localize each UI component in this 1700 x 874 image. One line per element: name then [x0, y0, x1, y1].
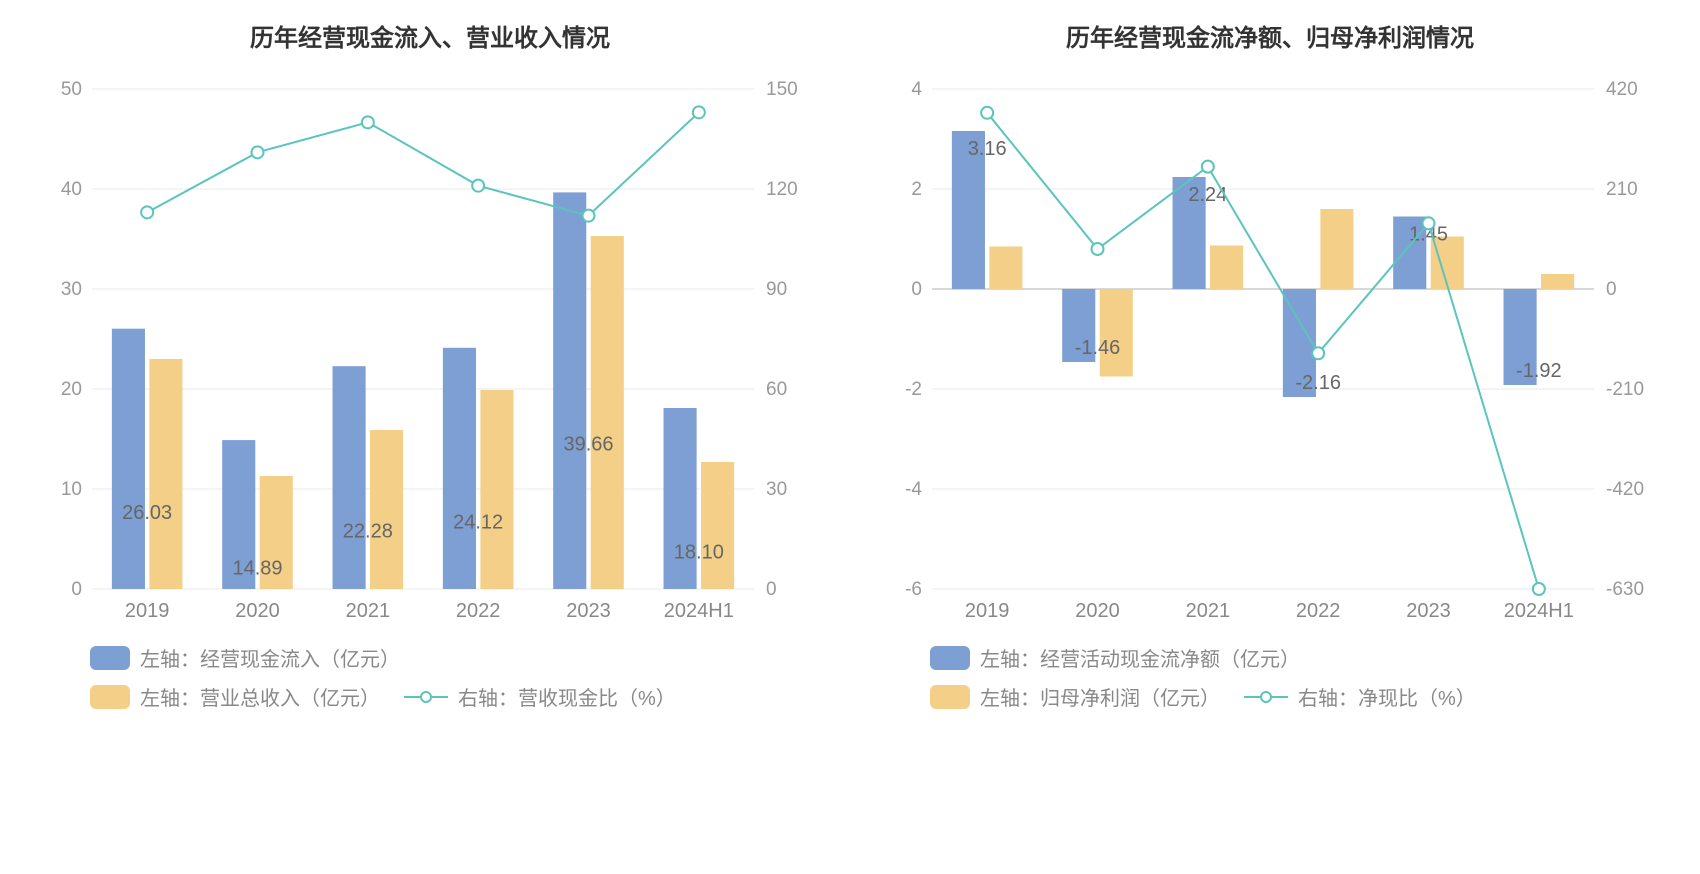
swatch-bar-yellow: [90, 685, 130, 709]
svg-text:60: 60: [766, 379, 787, 400]
svg-text:2021: 2021: [1186, 600, 1231, 622]
swatch-line-teal: [1244, 685, 1288, 709]
svg-text:120: 120: [766, 179, 798, 200]
svg-text:90: 90: [766, 279, 787, 300]
right-chart-legend: 左轴：经营活动现金流净额（亿元） 左轴：归母净利润（亿元） 右轴：净现比（%）: [870, 629, 1670, 711]
legend-label: 左轴：经营现金流入（亿元）: [140, 643, 400, 672]
legend-item-bar1: 左轴：经营现金流入（亿元）: [90, 643, 400, 672]
svg-text:0: 0: [1606, 279, 1617, 300]
svg-text:0: 0: [766, 579, 777, 600]
swatch-bar-yellow: [930, 685, 970, 709]
svg-text:2024H1: 2024H1: [1504, 600, 1574, 622]
svg-text:-420: -420: [1606, 479, 1644, 500]
svg-text:10: 10: [61, 479, 82, 500]
svg-text:20: 20: [61, 379, 82, 400]
right-chart-title: 历年经营现金流净额、归母净利润情况: [870, 18, 1670, 53]
svg-text:-1.92: -1.92: [1516, 360, 1562, 382]
svg-text:14.89: 14.89: [232, 558, 282, 580]
svg-text:24.12: 24.12: [453, 511, 503, 533]
svg-text:-1.46: -1.46: [1075, 337, 1121, 359]
svg-text:26.03: 26.03: [122, 502, 172, 524]
svg-text:-210: -210: [1606, 379, 1644, 400]
svg-text:0: 0: [71, 579, 82, 600]
svg-text:-630: -630: [1606, 579, 1644, 600]
svg-text:30: 30: [766, 479, 787, 500]
svg-text:18.10: 18.10: [674, 542, 724, 564]
svg-text:40: 40: [61, 179, 82, 200]
legend-item-bar1: 左轴：经营活动现金流净额（亿元）: [930, 643, 1300, 672]
svg-text:4: 4: [911, 79, 922, 100]
svg-text:-6: -6: [905, 579, 922, 600]
svg-text:2020: 2020: [235, 600, 280, 622]
svg-text:2019: 2019: [965, 600, 1010, 622]
svg-text:-2: -2: [905, 379, 922, 400]
legend-label: 右轴：营收现金比（%）: [458, 682, 676, 711]
legend-label: 左轴：归母净利润（亿元）: [980, 682, 1220, 711]
svg-text:3.16: 3.16: [968, 138, 1007, 160]
left-chart-plot: 0 10 20 30 40 50 0 30 60 90 120 150 2019 26.03 2020 14.…: [30, 69, 830, 629]
svg-text:2023: 2023: [1406, 600, 1451, 622]
left-chart-svg: 0 10 20 30 40 50 0 30 60 90 120 150 2019 26.03 2020 14.…: [30, 69, 820, 629]
left-chart-legend: 左轴：经营现金流入（亿元） 左轴：营业总收入（亿元） 右轴：营收现金比（%）: [30, 629, 830, 711]
swatch-bar-blue: [90, 646, 130, 670]
svg-text:2021: 2021: [346, 600, 391, 622]
legend-label: 左轴：经营活动现金流净额（亿元）: [980, 643, 1300, 672]
svg-text:0: 0: [911, 279, 922, 300]
svg-text:2023: 2023: [566, 600, 611, 622]
svg-text:-4: -4: [905, 479, 922, 500]
svg-text:210: 210: [1606, 179, 1638, 200]
swatch-line-teal: [404, 685, 448, 709]
legend-label: 左轴：营业总收入（亿元）: [140, 682, 380, 711]
legend-item-bar2: 左轴：营业总收入（亿元）: [90, 682, 380, 711]
left-chart-title: 历年经营现金流入、营业收入情况: [30, 18, 830, 53]
svg-text:2022: 2022: [456, 600, 501, 622]
svg-text:50: 50: [61, 79, 82, 100]
left-chart-panel: 历年经营现金流入、营业收入情况 0 10 20 30 40 50 0 30 60 90 120 150…: [10, 10, 850, 721]
svg-text:150: 150: [766, 79, 798, 100]
svg-text:2024H1: 2024H1: [664, 600, 734, 622]
charts-row: 历年经营现金流入、营业收入情况 010203040500306090120150…: [10, 10, 1690, 721]
svg-text:22.28: 22.28: [343, 521, 393, 543]
legend-label: 右轴：净现比（%）: [1298, 682, 1476, 711]
svg-text:39.66: 39.66: [563, 434, 613, 456]
legend-item-bar2: 左轴：归母净利润（亿元）: [930, 682, 1220, 711]
right-chart-plot: -6 -4 -2 0 2 4 -630 -420 -210 0 210 420 2019 3.16 2020…: [870, 69, 1670, 629]
svg-text:2022: 2022: [1296, 600, 1341, 622]
right-chart-panel: 历年经营现金流净额、归母净利润情况 -6 -4 -2 0 2 4 -630 -420 -210 0…: [850, 10, 1690, 721]
svg-text:2019: 2019: [125, 600, 170, 622]
legend-item-line: 右轴：净现比（%）: [1244, 682, 1476, 711]
legend-item-line: 右轴：营收现金比（%）: [404, 682, 676, 711]
swatch-bar-blue: [930, 646, 970, 670]
svg-text:2: 2: [911, 179, 922, 200]
right-chart-svg: -6 -4 -2 0 2 4 -630 -420 -210 0 210 420 2019 3.16 2020…: [870, 69, 1660, 629]
svg-text:30: 30: [61, 279, 82, 300]
svg-text:2020: 2020: [1075, 600, 1120, 622]
svg-text:420: 420: [1606, 79, 1638, 100]
svg-text:-2.16: -2.16: [1295, 372, 1341, 394]
svg-text:2.24: 2.24: [1188, 184, 1227, 206]
